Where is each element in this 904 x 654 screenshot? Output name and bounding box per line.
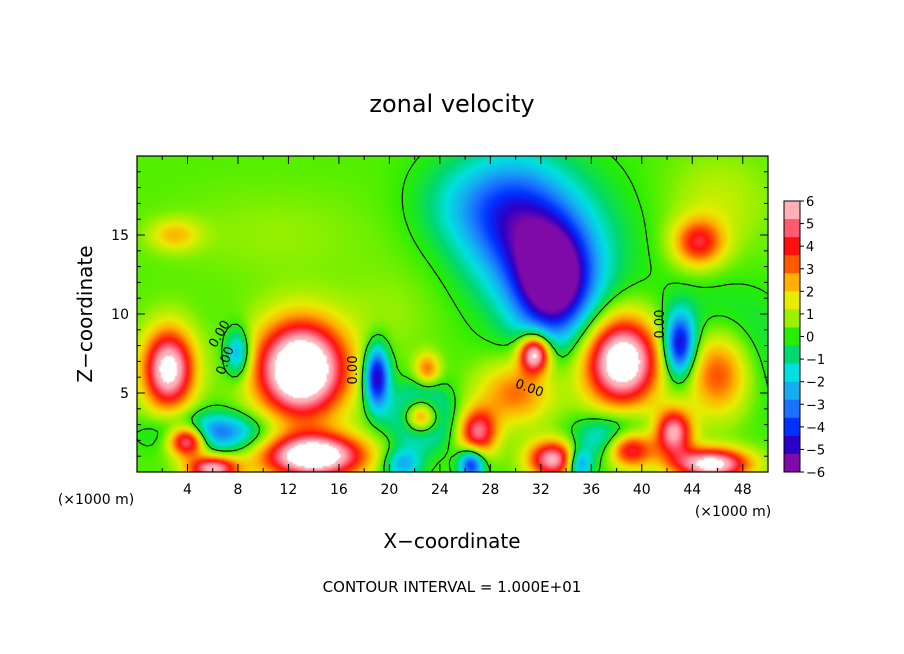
- colorbar-label: 4: [806, 240, 814, 255]
- zero-contour: [136, 155, 769, 473]
- velocity-field-heatmap: [137, 156, 768, 472]
- x-axis-label: X−coordinate: [383, 529, 520, 553]
- colorbar-cell: [784, 219, 800, 238]
- zero-contour-lines: [136, 155, 769, 473]
- contour-label: 0.00: [346, 356, 361, 385]
- colorbar-label: 5: [806, 218, 814, 233]
- colorbar-label: −6: [806, 466, 825, 481]
- x-tick-label: 12: [280, 482, 298, 498]
- colorbar-cell: [784, 201, 800, 220]
- colorbar-label: −1: [806, 353, 825, 368]
- colorbar-cell: [784, 435, 800, 455]
- colorbar-cell: [784, 363, 800, 383]
- y-tick-label: 15: [111, 228, 129, 244]
- colorbar-cell: [784, 255, 800, 274]
- colorbar-label: −2: [806, 376, 825, 391]
- colorbar-cell: [784, 327, 800, 347]
- colorbar-cell: [784, 291, 800, 310]
- colorbar-cell: [784, 237, 800, 256]
- y-axis-label: Z−coordinate: [73, 245, 97, 382]
- colorbar-cell: [784, 417, 800, 437]
- x-tick-label: 4: [183, 482, 192, 498]
- contour-interval-note: CONTOUR INTERVAL = 1.000E+01: [323, 578, 582, 596]
- x-unit-label-right: (×1000 m): [695, 504, 771, 520]
- x-tick-label: 32: [532, 482, 550, 498]
- colorbar-cell: [784, 273, 800, 292]
- x-tick-label: 24: [431, 482, 449, 498]
- colorbar-label: 0: [806, 331, 814, 346]
- colorbar-cell: [784, 381, 800, 401]
- x-unit-label-left: (×1000 m): [58, 492, 134, 508]
- y-tick-label: 5: [120, 386, 129, 402]
- colorbar-cells: [784, 201, 800, 473]
- colorbar-cell: [784, 399, 800, 419]
- x-tick-label: 16: [330, 482, 348, 498]
- colorbar-label: −5: [806, 443, 825, 458]
- chart-title: zonal velocity: [369, 90, 534, 118]
- colorbar: 6 5 4 3 2 1 0 −1 −2 −3 −4 −5 −6: [783, 195, 825, 481]
- colorbar-label: −4: [806, 421, 825, 436]
- y-axis-ticks: 5 10 15: [111, 171, 768, 457]
- x-tick-label: 36: [582, 482, 600, 498]
- colorbar-label: −3: [806, 398, 825, 413]
- x-axis-ticks: 4 8 12 16 20 24 28 32 36 40 44 48: [161, 156, 752, 498]
- colorbar-label: 2: [806, 285, 814, 300]
- y-tick-label: 10: [111, 307, 129, 323]
- colorbar-cell: [784, 453, 800, 473]
- x-tick-label: 8: [233, 482, 242, 498]
- colorbar-cell: [784, 345, 800, 365]
- x-tick-label: 44: [683, 482, 701, 498]
- x-tick-label: 28: [481, 482, 499, 498]
- plot-area: 0.00 0.000.000.000.00 4 8 12 16 20 24 28 32 36 40 4…: [111, 155, 769, 498]
- x-tick-label: 40: [633, 482, 651, 498]
- colorbar-label: 6: [806, 195, 814, 210]
- colorbar-labels: 6 5 4 3 2 1 0 −1 −2 −3 −4 −5 −6: [800, 195, 825, 481]
- x-tick-label: 20: [380, 482, 398, 498]
- colorbar-label: 1: [806, 308, 814, 323]
- colorbar-cell: [784, 309, 800, 328]
- colorbar-label: 3: [806, 263, 814, 278]
- x-tick-label: 48: [734, 482, 752, 498]
- contour-label: 0.00: [653, 310, 668, 339]
